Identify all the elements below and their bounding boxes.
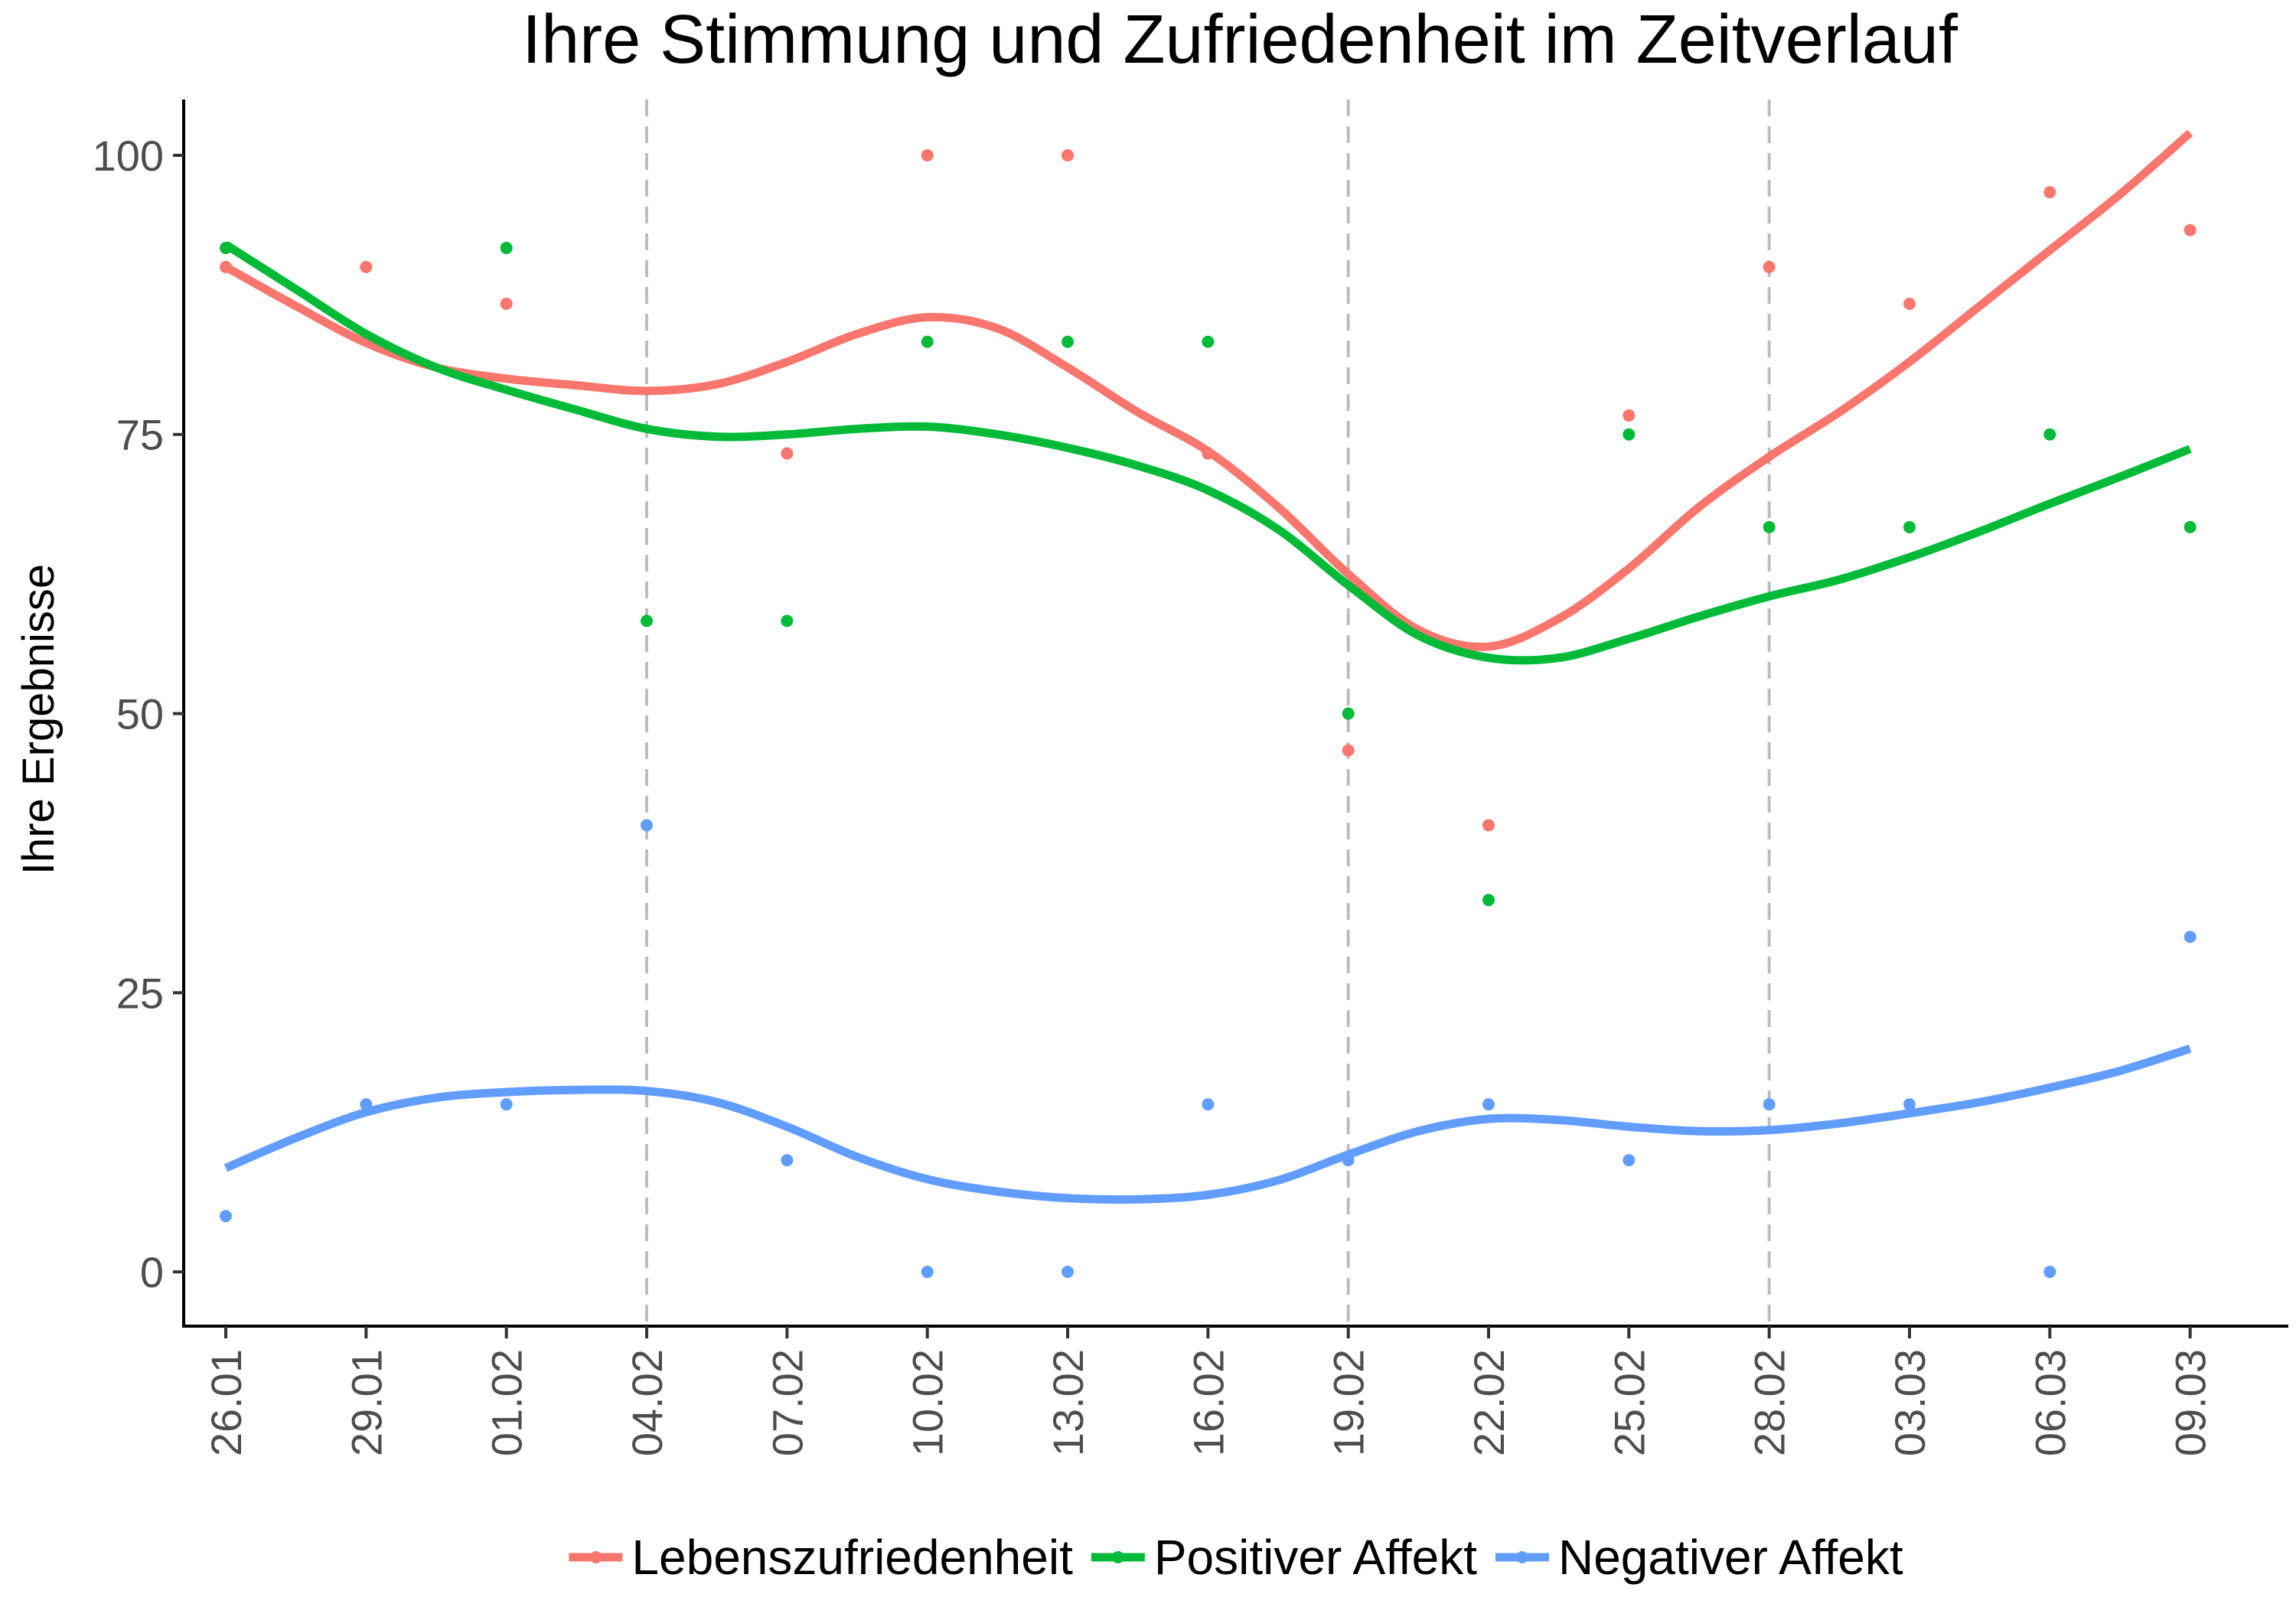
x-tick-label: 19.02 bbox=[1325, 1349, 1373, 1456]
data-point bbox=[360, 1098, 373, 1111]
y-tick-label: 75 bbox=[116, 411, 164, 459]
x-tick-label: 22.02 bbox=[1465, 1349, 1513, 1456]
data-point bbox=[220, 1210, 232, 1223]
y-tick-label: 50 bbox=[116, 690, 164, 738]
data-point bbox=[1623, 1154, 1636, 1167]
data-point bbox=[1062, 335, 1074, 348]
data-point bbox=[1763, 520, 1776, 533]
data-point bbox=[2043, 1266, 2056, 1279]
data-point bbox=[1062, 1266, 1074, 1279]
legend: Lebenszufriedenheit Positiver Affekt Negat… bbox=[569, 1530, 1903, 1585]
reference-lines bbox=[645, 99, 1771, 1326]
x-tick-label: 16.02 bbox=[1184, 1349, 1232, 1456]
data-point bbox=[641, 614, 653, 627]
data-point bbox=[781, 1154, 794, 1167]
data-point bbox=[781, 447, 794, 460]
data-point bbox=[1342, 707, 1355, 720]
x-tick-label: 26.01 bbox=[202, 1349, 250, 1456]
trend-line bbox=[223, 241, 2192, 665]
data-point bbox=[2183, 931, 2197, 944]
data-point bbox=[1202, 447, 1215, 460]
legend-key-point bbox=[1515, 1551, 1528, 1563]
data-point bbox=[500, 298, 513, 311]
data-point bbox=[1482, 894, 1495, 907]
x-axis-ticks: 26.01 29.01 01.02 04.02 07.02 10.02 13.02 16.02… bbox=[202, 1326, 2215, 1456]
x-tick-label: 29.01 bbox=[342, 1349, 390, 1456]
data-point bbox=[1482, 819, 1495, 832]
data-point bbox=[1903, 1098, 1916, 1111]
x-tick-label: 09.03 bbox=[2167, 1349, 2215, 1456]
data-point bbox=[1202, 1098, 1215, 1111]
data-point bbox=[220, 242, 232, 255]
data-point bbox=[1623, 409, 1636, 422]
data-point bbox=[220, 260, 232, 273]
y-axis-ticks: 0 25 50 75 100 bbox=[93, 132, 184, 1296]
x-tick-label: 13.02 bbox=[1044, 1349, 1092, 1456]
data-point bbox=[1623, 428, 1636, 441]
data-point bbox=[921, 148, 934, 161]
data-points bbox=[220, 148, 2197, 1279]
data-point bbox=[921, 335, 934, 348]
data-point bbox=[1903, 520, 1916, 533]
data-point bbox=[1202, 335, 1215, 348]
legend-label: Positiver Affekt bbox=[1154, 1530, 1477, 1585]
trend-line bbox=[223, 129, 2193, 651]
x-tick-label: 10.02 bbox=[904, 1349, 952, 1456]
x-tick-label: 03.03 bbox=[1886, 1349, 1934, 1456]
y-tick-label: 0 bbox=[140, 1248, 164, 1296]
data-point bbox=[2043, 186, 2056, 199]
data-point bbox=[1062, 148, 1074, 161]
x-tick-label: 01.02 bbox=[483, 1349, 531, 1456]
data-point bbox=[500, 242, 513, 255]
x-tick-label: 28.02 bbox=[1746, 1349, 1794, 1456]
y-tick-label: 100 bbox=[93, 132, 164, 180]
data-point bbox=[1763, 260, 1776, 273]
data-point bbox=[2183, 520, 2197, 533]
chart-title: Ihre Stimmung und Zufriedenheit im Zeitv… bbox=[522, 2, 1958, 78]
x-tick-label: 06.03 bbox=[2026, 1349, 2074, 1456]
legend-label: Negativer Affekt bbox=[1558, 1530, 1903, 1585]
data-point bbox=[1342, 1154, 1355, 1167]
data-point bbox=[1763, 1098, 1776, 1111]
data-point bbox=[1342, 744, 1355, 757]
trend-lines bbox=[223, 129, 2193, 1204]
trend-line bbox=[223, 1044, 2192, 1204]
data-point bbox=[360, 260, 373, 273]
data-point bbox=[2183, 223, 2197, 236]
data-point bbox=[781, 614, 794, 627]
data-point bbox=[2043, 428, 2056, 441]
data-point bbox=[641, 819, 653, 832]
data-point bbox=[1903, 298, 1916, 311]
data-point bbox=[921, 1266, 934, 1279]
y-tick-label: 25 bbox=[116, 969, 164, 1017]
x-tick-label: 04.02 bbox=[623, 1349, 671, 1456]
data-point bbox=[1482, 1098, 1495, 1111]
y-axis-label: Ihre Ergebnisse bbox=[14, 564, 64, 875]
legend-key-point bbox=[589, 1551, 602, 1563]
legend-key-point bbox=[1111, 1551, 1124, 1563]
data-point bbox=[500, 1098, 513, 1111]
x-tick-label: 25.02 bbox=[1605, 1349, 1653, 1456]
legend-label: Lebenszufriedenheit bbox=[631, 1530, 1073, 1585]
x-tick-label: 07.02 bbox=[763, 1349, 811, 1456]
